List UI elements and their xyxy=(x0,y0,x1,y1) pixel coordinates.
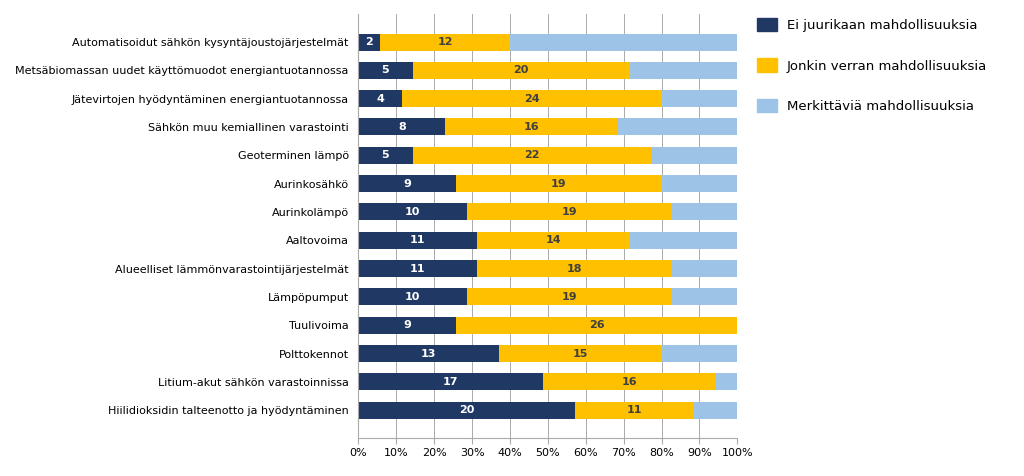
Bar xyxy=(413,147,651,164)
Text: 16: 16 xyxy=(622,377,637,387)
Bar xyxy=(413,62,629,79)
Text: 26: 26 xyxy=(589,320,604,330)
Legend: Ei juurikaan mahdollisuuksia, Jonkin verran mahdollisuuksia, Merkittäviä mahdoll: Ei juurikaan mahdollisuuksia, Jonkin ver… xyxy=(752,12,992,119)
Text: 12: 12 xyxy=(437,37,453,47)
Bar xyxy=(358,402,574,419)
Text: 5: 5 xyxy=(382,65,389,75)
Text: 15: 15 xyxy=(572,348,588,358)
Bar xyxy=(358,345,499,362)
Text: 16: 16 xyxy=(524,122,540,132)
Bar xyxy=(672,260,737,277)
Bar xyxy=(543,373,716,390)
Text: 10: 10 xyxy=(404,207,420,217)
Bar xyxy=(651,147,737,164)
Bar xyxy=(467,288,673,306)
Bar xyxy=(467,203,673,220)
Bar xyxy=(358,175,456,192)
Bar xyxy=(358,33,380,50)
Text: 2: 2 xyxy=(366,37,373,47)
Text: 11: 11 xyxy=(411,235,426,245)
Bar xyxy=(629,62,737,79)
Bar xyxy=(358,373,543,390)
Bar xyxy=(358,288,467,306)
Bar xyxy=(456,317,737,334)
Bar xyxy=(358,203,467,220)
Text: 13: 13 xyxy=(421,348,436,358)
Bar xyxy=(673,203,737,220)
Bar xyxy=(716,373,737,390)
Bar xyxy=(477,260,672,277)
Text: 5: 5 xyxy=(382,150,389,160)
Bar xyxy=(574,402,693,419)
Text: 20: 20 xyxy=(513,65,528,75)
Bar xyxy=(629,232,737,249)
Text: 4: 4 xyxy=(376,94,384,104)
Text: 22: 22 xyxy=(524,150,540,160)
Bar xyxy=(401,90,662,107)
Text: 19: 19 xyxy=(562,292,578,302)
Text: 9: 9 xyxy=(403,178,411,188)
Text: 8: 8 xyxy=(398,122,406,132)
Text: 18: 18 xyxy=(567,264,583,274)
Bar xyxy=(662,175,737,192)
Bar xyxy=(693,402,737,419)
Text: 11: 11 xyxy=(411,264,426,274)
Bar xyxy=(618,119,737,136)
Bar xyxy=(380,33,510,50)
Bar xyxy=(662,345,737,362)
Bar xyxy=(358,90,401,107)
Text: 19: 19 xyxy=(562,207,578,217)
Bar xyxy=(358,147,413,164)
Bar xyxy=(477,232,629,249)
Bar xyxy=(358,119,445,136)
Text: 20: 20 xyxy=(459,405,474,415)
Bar xyxy=(662,90,737,107)
Text: 11: 11 xyxy=(627,405,642,415)
Text: 17: 17 xyxy=(442,377,458,387)
Text: 9: 9 xyxy=(403,320,411,330)
Text: 19: 19 xyxy=(551,178,566,188)
Text: 14: 14 xyxy=(546,235,561,245)
Bar xyxy=(358,232,477,249)
Bar xyxy=(445,119,618,136)
Bar xyxy=(358,317,456,334)
Bar xyxy=(510,33,737,50)
Text: 10: 10 xyxy=(404,292,420,302)
Bar xyxy=(456,175,662,192)
Bar xyxy=(499,345,662,362)
Bar xyxy=(358,62,413,79)
Bar xyxy=(358,260,477,277)
Bar xyxy=(673,288,737,306)
Text: 24: 24 xyxy=(523,94,540,104)
